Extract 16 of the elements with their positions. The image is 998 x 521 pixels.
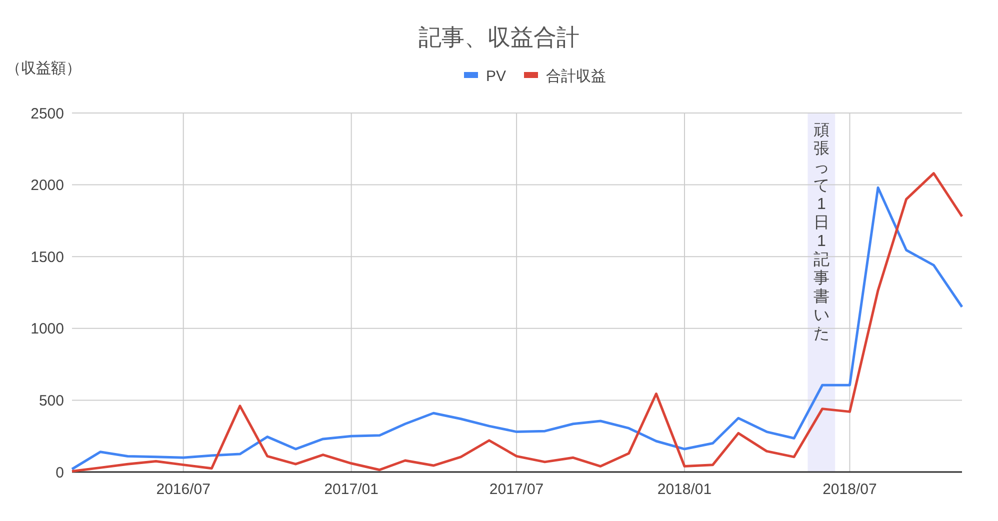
legend-label: PV [486,68,506,85]
legend-label: 合計収益 [546,68,606,85]
y-tick-label: 2500 [30,105,64,122]
x-tick-label: 2017/07 [489,481,544,498]
x-tick-label: 2018/01 [657,481,712,498]
text: 頑張って1日1記事書いた [813,122,830,342]
x-tick-label: 2018/07 [822,481,877,498]
y-tick-label: 1500 [30,248,64,266]
y-axis-title: （収益額） [6,60,81,77]
x-tick-label: 2017/01 [324,481,378,498]
y-tick-label: 2000 [30,177,64,194]
y-tick-label: 500 [38,392,64,410]
chart-title: 記事、収益合計 [418,24,580,50]
y-tick-label: 0 [56,464,64,482]
x-tick-label: 2016/07 [156,481,210,498]
y-tick-label: 1000 [30,320,64,338]
